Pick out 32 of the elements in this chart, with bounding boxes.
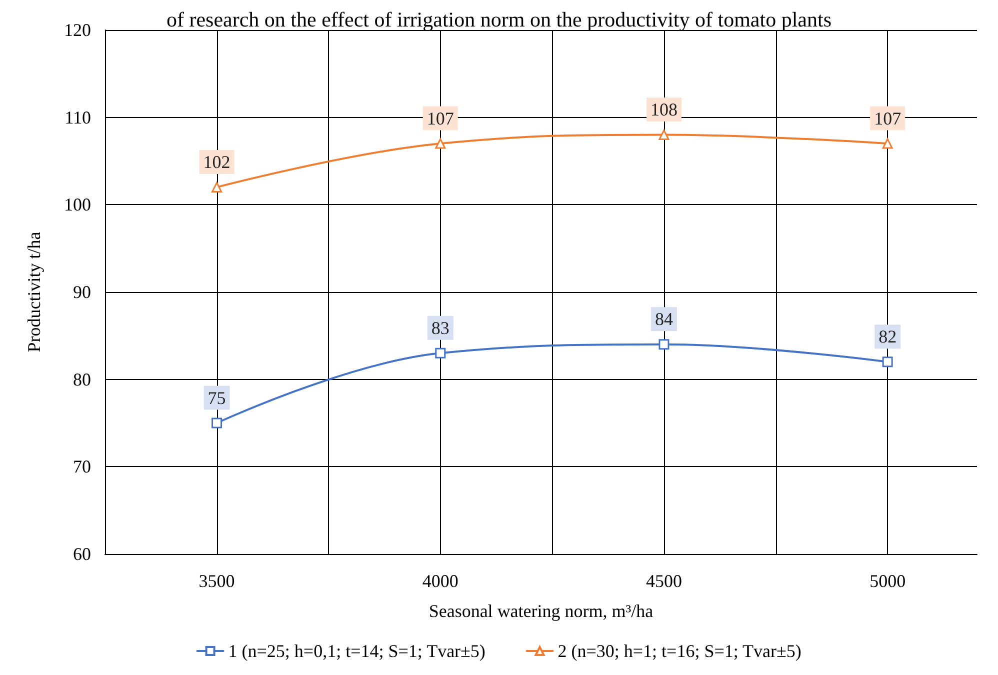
data-label: 107 [426,108,454,128]
y-axis-title: Productivity t/ha [24,232,44,352]
data-label: 108 [650,100,678,120]
point [658,339,670,350]
y-tick-label: 120 [64,20,91,40]
x-tick-label: 4500 [646,571,682,591]
point [658,130,670,140]
x-axis-title: Seasonal watering norm, m³/ha [428,601,654,621]
y-tick-label: 110 [64,107,91,128]
y-tick-label: 100 [64,194,91,215]
data-label: 102 [203,152,230,172]
data-label: 107 [874,108,902,128]
x-tick-label: 5000 [870,571,906,591]
y-tick-label: 80 [73,369,91,390]
point [435,138,446,149]
data-label: 84 [654,309,673,330]
data-label: 75 [208,388,226,408]
data-label: 82 [878,326,897,347]
point [212,182,222,192]
data-label: 83 [431,318,450,338]
point [882,356,893,368]
legend-label: 1 (n=25; h=0,1; t=14; S=1; Tvar±5) [228,641,486,661]
legend-label: 2 (n=30; h=1; t=16; S=1; Tvar±5) [558,641,802,661]
x-tick-label: 3500 [198,571,235,591]
point [212,418,222,428]
point [882,138,893,149]
chart-title: of research on the effect of irrigation norm on the productivity of tomato plants [166,8,832,32]
y-tick-label: 70 [73,456,91,477]
point [435,348,446,358]
y-tick-label: 60 [73,544,91,564]
y-tick-label: 90 [73,282,91,302]
x-tick-label: 4000 [422,571,458,591]
